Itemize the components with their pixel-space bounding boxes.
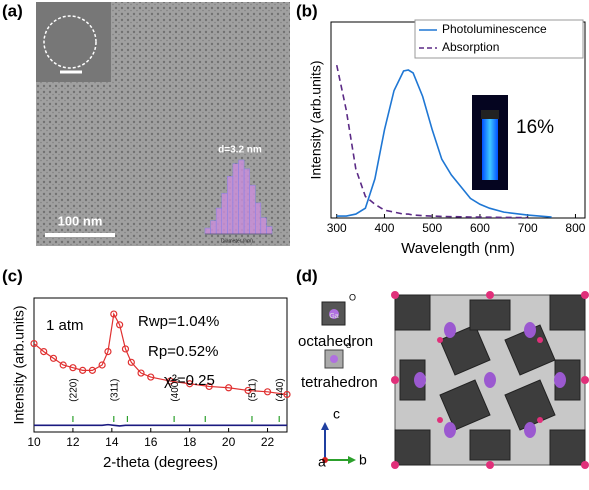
histogram-bar bbox=[210, 220, 217, 235]
axis-label: a bbox=[318, 454, 326, 470]
x-tick-label: 500 bbox=[422, 221, 442, 235]
scale-label: 100 nm bbox=[58, 213, 103, 228]
series-line bbox=[335, 64, 528, 219]
x-tick-label: 600 bbox=[470, 221, 490, 235]
data-point bbox=[166, 377, 174, 385]
histogram-bar bbox=[255, 202, 262, 235]
hkl-label: (220) bbox=[69, 378, 80, 401]
hkl-label: (311) bbox=[109, 379, 120, 402]
histogram-bar bbox=[204, 227, 211, 235]
cuvette bbox=[482, 118, 498, 180]
x-tick-label: 18 bbox=[183, 435, 197, 449]
panel-label: (c) bbox=[2, 266, 23, 285]
x-tick-label: 16 bbox=[144, 435, 158, 449]
data-point bbox=[205, 382, 213, 391]
data-point bbox=[88, 366, 96, 374]
annotation: Rp=0.52% bbox=[148, 343, 218, 360]
data-point bbox=[49, 354, 58, 362]
data-point bbox=[110, 310, 118, 318]
series-line bbox=[336, 69, 552, 218]
x-tick-label: 800 bbox=[565, 221, 585, 235]
data-point bbox=[98, 361, 106, 369]
x-tick-label: 300 bbox=[327, 221, 347, 235]
data-point bbox=[69, 364, 77, 372]
histogram-bar bbox=[260, 217, 267, 235]
size-label: d=3.2 nm bbox=[218, 145, 262, 156]
x-tick-label: 400 bbox=[374, 221, 394, 235]
legend-label: Absorption bbox=[442, 40, 499, 54]
data-point bbox=[40, 348, 48, 356]
hkl-label: (400) bbox=[170, 378, 181, 401]
series-line bbox=[33, 312, 288, 396]
x-axis-label: 2-theta (degrees) bbox=[103, 454, 218, 471]
axis-label: b bbox=[359, 452, 367, 468]
data-point bbox=[186, 380, 194, 388]
data-point bbox=[79, 366, 87, 374]
data-point bbox=[30, 339, 38, 348]
x-tick-label: 22 bbox=[261, 435, 275, 449]
data-point bbox=[225, 384, 233, 392]
data-point bbox=[263, 388, 272, 396]
data-point bbox=[59, 361, 67, 369]
atom-label: Ga bbox=[329, 313, 338, 320]
scale-bar bbox=[45, 233, 115, 237]
annotation: 1 atm bbox=[46, 317, 84, 334]
data-point bbox=[147, 373, 155, 381]
annotation: χ²=0.25 bbox=[164, 372, 215, 389]
axis-label: c bbox=[333, 406, 340, 422]
x-tick-label: 10 bbox=[27, 435, 41, 449]
hkl-label: (511) bbox=[248, 379, 259, 402]
data-point bbox=[137, 369, 145, 377]
y-axis-label: Intensity (arb.units) bbox=[308, 60, 324, 179]
x-tick-label: 14 bbox=[105, 435, 119, 449]
legend-label: Photoluminescence bbox=[442, 22, 547, 36]
data-point bbox=[244, 386, 252, 395]
y-axis-label: Intensity (arb.units) bbox=[11, 305, 27, 424]
atom-label: O bbox=[346, 343, 352, 350]
series-line bbox=[34, 423, 287, 427]
polyhedron-label: tetrahedron bbox=[301, 374, 378, 391]
histogram-xlabel: Diameter (nm) bbox=[221, 238, 253, 244]
polyhedron-label: octahedron bbox=[298, 333, 373, 350]
legend-box bbox=[414, 19, 584, 59]
histogram-bar bbox=[238, 159, 245, 235]
panel-label: (d) bbox=[296, 266, 318, 285]
histogram-bar bbox=[249, 184, 256, 235]
histogram-bar bbox=[232, 163, 239, 235]
histogram-bar bbox=[266, 226, 273, 235]
x-tick-label: 700 bbox=[518, 221, 538, 235]
panel-label: (a) bbox=[2, 1, 23, 20]
data-point bbox=[283, 390, 291, 399]
crystal-structure bbox=[321, 291, 589, 469]
quantum-yield: 16% bbox=[516, 117, 554, 138]
hrtem-inset bbox=[36, 2, 111, 82]
histogram-bar bbox=[243, 168, 250, 235]
plot-frame bbox=[33, 297, 288, 433]
data-point bbox=[116, 321, 124, 329]
data-point bbox=[121, 345, 130, 353]
data-point bbox=[104, 348, 112, 356]
cuvette-cap bbox=[481, 110, 499, 119]
histogram-bar bbox=[227, 176, 234, 235]
hkl-label: (440) bbox=[275, 378, 286, 401]
histogram-bar bbox=[221, 193, 228, 235]
atom-label: O bbox=[349, 292, 356, 302]
histogram-bar bbox=[215, 207, 223, 235]
x-tick-label: 12 bbox=[66, 435, 80, 449]
annotation: Rwp=1.04% bbox=[138, 313, 219, 330]
data-point bbox=[127, 358, 135, 366]
x-tick-label: 20 bbox=[222, 435, 236, 449]
particle-circle bbox=[43, 15, 97, 69]
panel-label: (b) bbox=[296, 1, 318, 20]
x-axis-label: Wavelength (nm) bbox=[401, 240, 515, 257]
